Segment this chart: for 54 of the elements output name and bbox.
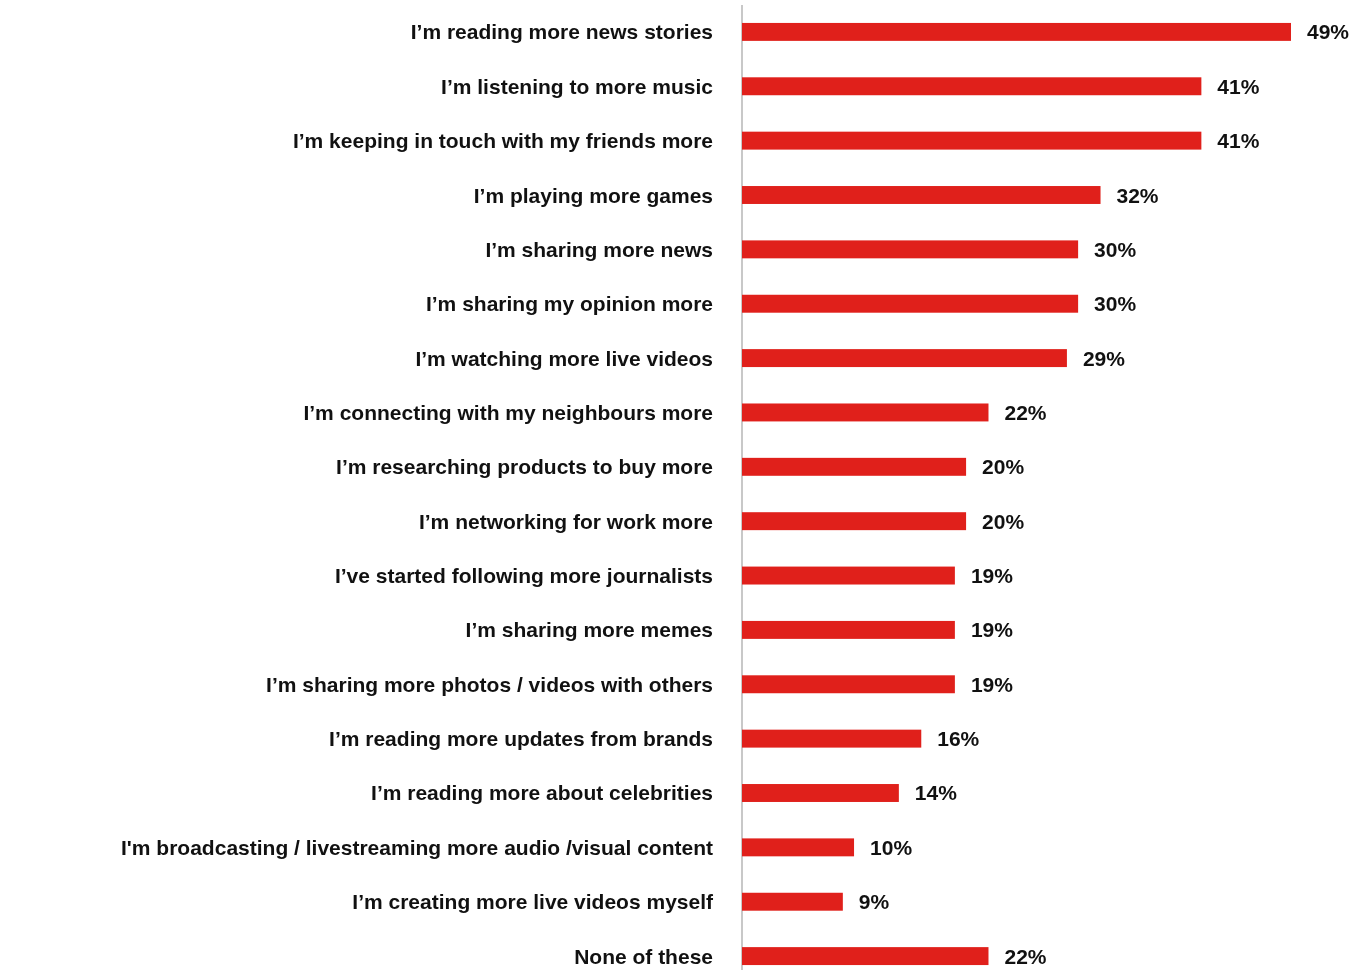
- y-tick-label: I’m reading more news stories: [410, 20, 713, 44]
- data-label: 41%: [1217, 74, 1260, 98]
- data-label: 16%: [937, 727, 980, 751]
- y-tick-label: I’ve started following more journalists: [334, 564, 713, 588]
- bar: [742, 131, 1202, 150]
- bar: [742, 892, 843, 911]
- bar: [742, 349, 1067, 368]
- y-tick-label: I’m sharing more memes: [465, 618, 713, 642]
- y-tick-label: I’m playing more games: [473, 183, 713, 207]
- bar: [742, 22, 1291, 41]
- bar: [742, 729, 922, 748]
- data-label: 22%: [1004, 944, 1047, 968]
- bar: [742, 784, 899, 802]
- bar: [742, 947, 989, 966]
- data-label: 19%: [970, 618, 1014, 642]
- data-label: 9%: [858, 890, 890, 914]
- bar: [742, 457, 967, 476]
- data-label: 30%: [1094, 292, 1137, 316]
- bar: [742, 675, 955, 694]
- data-label: 49%: [1307, 20, 1350, 44]
- bar: [742, 566, 955, 585]
- data-label: 20%: [982, 455, 1025, 479]
- data-label: 32%: [1116, 183, 1159, 207]
- bar: [742, 403, 989, 422]
- bar: [742, 186, 1101, 204]
- y-tick-label: None of these: [574, 944, 713, 968]
- y-tick-label: I’m sharing more photos / videos with others: [266, 672, 713, 696]
- bar: [742, 77, 1202, 96]
- data-label: 14%: [914, 781, 958, 805]
- y-tick-label: I’m researching products to buy more: [336, 455, 713, 479]
- data-label: 29%: [1082, 346, 1126, 370]
- bar: [742, 838, 855, 857]
- y-tick-label: I’m sharing more news: [485, 237, 713, 261]
- bar: [742, 240, 1079, 259]
- y-tick-label: I’m networking for work more: [418, 509, 713, 533]
- y-tick-label: I’m listening to more music: [441, 74, 714, 98]
- bar: [742, 294, 1079, 313]
- y-tick-label: I’m creating more live videos myself: [352, 890, 714, 914]
- data-label: 19%: [970, 564, 1014, 588]
- data-label: 22%: [1004, 400, 1047, 424]
- y-tick-label: I’m connecting with my neighbours more: [303, 400, 713, 424]
- bar: [742, 512, 967, 531]
- y-tick-label: I’m keeping in touch with my friends more: [292, 129, 713, 153]
- data-label: 10%: [870, 835, 913, 859]
- y-tick-label: I’m reading more about celebrities: [371, 781, 713, 805]
- data-label: 41%: [1217, 129, 1260, 153]
- y-tick-label: I’m sharing my opinion more: [425, 292, 713, 316]
- bar: [742, 620, 955, 639]
- data-label: 30%: [1094, 237, 1137, 261]
- data-label: 19%: [970, 672, 1014, 696]
- y-tick-label: I'm broadcasting / livestreaming more audio /visual content: [121, 835, 714, 859]
- y-tick-label: I’m reading more updates from brands: [329, 727, 713, 751]
- y-tick-label: I’m watching more live videos: [415, 346, 713, 370]
- data-label: 20%: [982, 509, 1025, 533]
